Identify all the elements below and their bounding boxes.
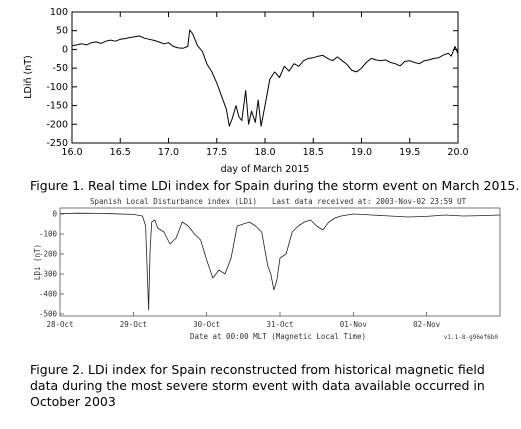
figure2-y-axis-label: LDi (nT) [33,244,42,280]
x-tick-label: 20.0 [447,147,468,158]
series-line-0 [71,29,459,127]
figure2-version-label: v1.1-8-g96ef6b0 [444,334,499,341]
x-tick-label: 18.5 [303,147,324,158]
y-tick-label: 0 [62,44,68,55]
figure1-y-axis-label: LDiñ (nT) [23,55,34,99]
x-tick-label: 19.5 [399,147,420,158]
figure1-plot-frame [71,11,459,144]
x-tick-label: 19.0 [351,147,372,158]
figure2-title: Spanish Local Disturbance index (LDi) [90,197,257,206]
y-tick-label: -200 [39,250,58,259]
y-tick-label: -250 [46,138,68,149]
y-tick-label: -100 [39,230,58,239]
y-tick-label: -100 [46,82,68,93]
x-tick-label: 16.5 [110,147,131,158]
figure1-x-axis-label: day of March 2015 [221,164,310,175]
x-tick-label: 17.5 [206,147,227,158]
figure2-caption: Figure 2. LDi index for Spain reconstruc… [30,362,485,409]
x-tick-label: 29-Oct [120,320,147,329]
figure2-plot-frame [59,207,501,317]
x-tick-label: 16.0 [61,147,82,158]
x-tick-label: 17.0 [158,147,179,158]
y-tick-label: -200 [46,119,68,130]
figure1-x-axis: 16.0 16.5 17.0 17.5 18.0 18.5 19.0 19.5 20.0 [61,12,469,158]
y-tick-label: -400 [39,290,58,299]
y-tick-label: -500 [39,310,58,319]
figure1-y-axis: 100 50 0 -50 -100 -150 -200 -250 [46,7,458,149]
figure2-y-axis: 0 -100 -200 -300 -400 -500 [39,210,64,319]
y-tick-label: -300 [39,270,58,279]
x-tick-label: 18.0 [254,147,275,158]
x-tick-label: 31-Oct [266,320,293,329]
figure2-x-axis: 28-Oct 29-Oct 30-Oct 31-Oct 01-Nov 02-Nov [46,312,441,329]
figure1-caption: Figure 1. Real time LDi index for Spain … [30,178,520,193]
y-tick-label: 50 [56,26,68,37]
y-tick-label: 0 [52,210,57,219]
y-tick-label: 100 [50,7,68,18]
y-tick-label: -150 [46,101,68,112]
x-tick-label: 02-Nov [413,320,441,329]
x-tick-label: 30-Oct [193,320,220,329]
figure2-last-data-annotation: Last data received at: 2003-Nov-02 23:59… [272,197,467,206]
x-tick-label: 01-Nov [340,320,368,329]
figure1-chart: 100 50 0 -50 -100 -150 -200 -250 16.0 16.5 17.0 17… [23,7,469,175]
figure1-series [71,29,459,127]
y-tick-label: -50 [52,63,68,74]
x-tick-label: 28-Oct [46,320,73,329]
series-line-0 [59,212,500,311]
figure2-series [59,212,500,311]
figure2-x-axis-label: Date at 00:00 MLT (Magnetic Local Time) [190,332,366,341]
figure2-chart: 0 -100 -200 -300 -400 -500 28-Oct 29-Oct 30-Oct… [33,197,501,341]
